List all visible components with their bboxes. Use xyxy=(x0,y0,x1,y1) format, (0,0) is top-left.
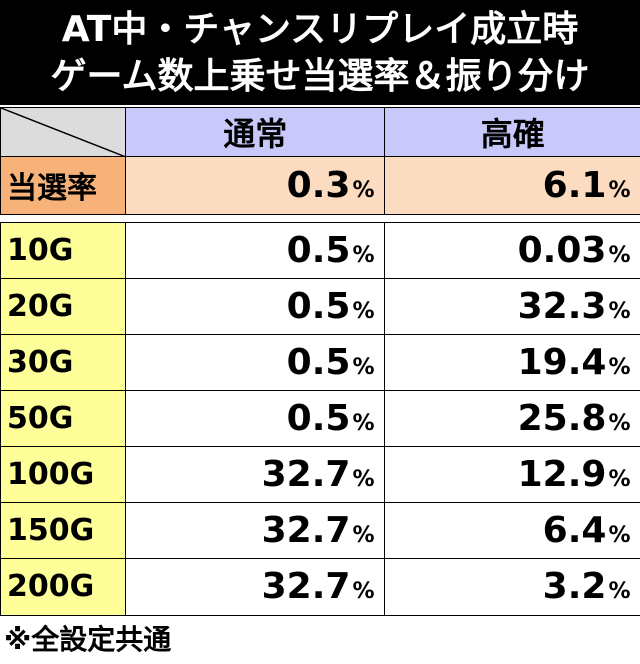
row-label: 当選率 xyxy=(0,156,127,215)
value-cell: 0.03% xyxy=(384,222,640,280)
title-line: ゲーム数上乗せ当選率＆振り分け xyxy=(50,56,590,97)
value-cell: 0.5% xyxy=(125,222,386,280)
value-cell: 25.8% xyxy=(384,390,640,448)
row-label: 10G xyxy=(0,222,127,280)
value-cell: 19.4% xyxy=(384,334,640,392)
value-cell: 0.5% xyxy=(125,390,386,448)
title-line: AT中・チャンスリプレイ成立時 xyxy=(61,9,579,50)
row-label: 20G xyxy=(0,278,127,336)
row-label: 50G xyxy=(0,390,127,448)
value-cell: 12.9% xyxy=(384,446,640,504)
footnote: ※全設定共通 xyxy=(4,623,172,656)
value-cell: 32.7% xyxy=(125,502,386,560)
rate-cell: 6.1% xyxy=(384,156,640,215)
row-label: 150G xyxy=(0,502,127,560)
value-cell: 6.4% xyxy=(384,502,640,560)
header-cell: 高確 xyxy=(384,107,640,158)
header-cell: 通常 xyxy=(125,107,386,158)
row-label: 200G xyxy=(0,558,127,616)
value-cell: 32.7% xyxy=(125,446,386,504)
row-label: 100G xyxy=(0,446,127,504)
value-cell: 0.5% xyxy=(125,278,386,336)
value-cell: 32.7% xyxy=(125,558,386,616)
corner-cell xyxy=(0,107,127,158)
title-band: AT中・チャンスリプレイ成立時 ゲーム数上乗せ当選率＆振り分け xyxy=(0,0,640,105)
row-label: 30G xyxy=(0,334,127,392)
value-cell: 0.5% xyxy=(125,334,386,392)
rate-cell: 0.3% xyxy=(125,156,386,215)
value-cell: 3.2% xyxy=(384,558,640,616)
diagonal xyxy=(1,108,126,157)
value-cell: 32.3% xyxy=(384,278,640,336)
